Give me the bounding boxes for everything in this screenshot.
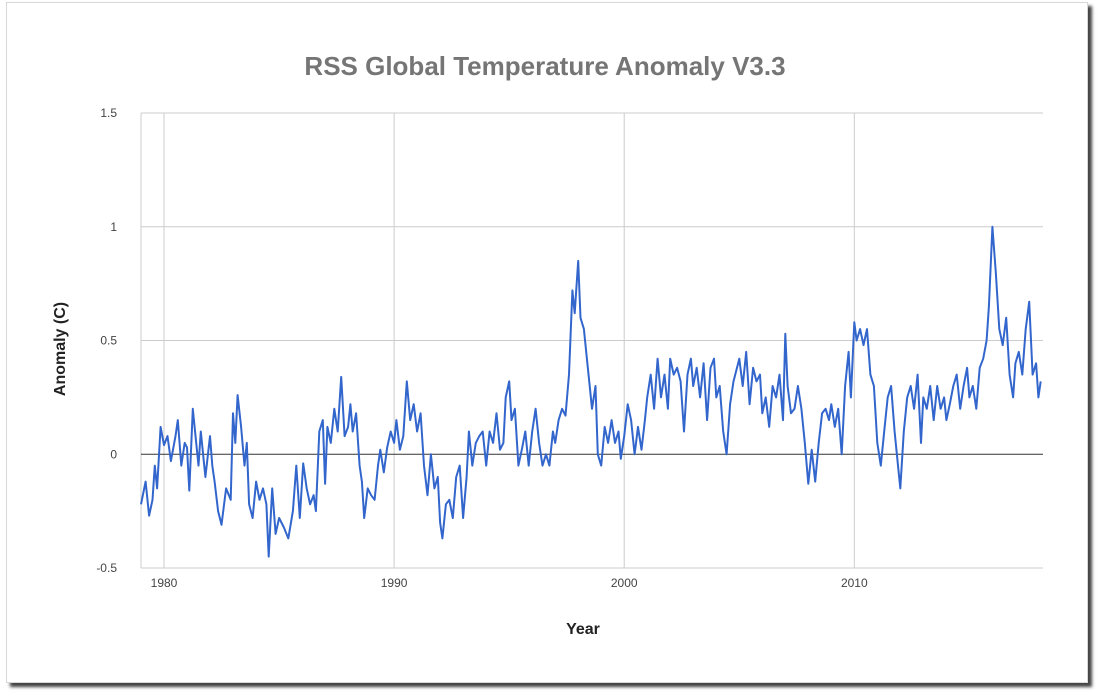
y-tick-label: 0: [110, 447, 117, 461]
chart-frame: RSS Global Temperature Anomaly V3.3 -0.5…: [6, 2, 1088, 683]
line-chart: RSS Global Temperature Anomaly V3.3 -0.5…: [52, 51, 1043, 638]
series-line-anomaly: [140, 225, 1042, 558]
y-tick-label: -0.5: [96, 561, 117, 575]
x-axis-ticks: 1980 1990 2000 2010: [151, 576, 868, 590]
y-tick-label: 1.5: [100, 106, 117, 120]
x-tick-label: 2010: [841, 576, 868, 590]
x-axis-title: Year: [566, 621, 600, 638]
chart-title: RSS Global Temperature Anomaly V3.3: [304, 51, 785, 81]
y-axis-ticks: -0.5 0 0.5 1 1.5: [96, 106, 117, 575]
y-tick-label: 1: [110, 220, 117, 234]
y-axis-title: Anomaly (C): [52, 302, 69, 396]
x-tick-label: 1990: [381, 576, 408, 590]
x-tick-label: 2000: [611, 576, 638, 590]
y-tick-label: 0.5: [100, 334, 117, 348]
x-tick-label: 1980: [151, 576, 178, 590]
grid: [140, 112, 1043, 569]
